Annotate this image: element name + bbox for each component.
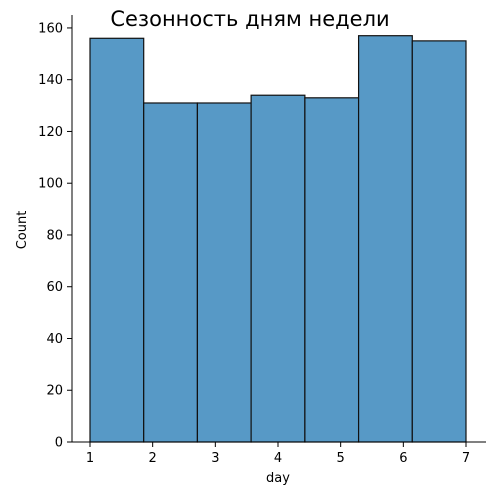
chart-title: Сезонность дням недели (110, 7, 389, 31)
x-tick-label: 5 (337, 451, 345, 466)
y-tick-label: 140 (38, 73, 63, 88)
x-tick-label: 6 (399, 451, 407, 466)
y-tick-label: 100 (38, 177, 63, 192)
y-tick-label: 120 (38, 125, 63, 140)
histogram-bar (144, 103, 198, 442)
y-ticks-group: 0 20 40 60 80 100 120 140 160 (38, 21, 72, 450)
y-tick-label: 20 (46, 384, 63, 399)
y-tick-label: 40 (46, 332, 63, 347)
histogram-bar (251, 95, 305, 442)
histogram-bar (197, 103, 251, 442)
y-tick-label: 60 (46, 280, 63, 295)
x-tick-label: 7 (462, 451, 470, 466)
x-axis-label: day (266, 471, 290, 486)
x-tick-label: 4 (274, 451, 282, 466)
bars-group (90, 36, 466, 442)
x-tick-label: 3 (211, 451, 219, 466)
histogram-bar (359, 36, 413, 442)
x-tick-label: 1 (86, 451, 94, 466)
x-ticks-group: 1 2 3 4 5 6 7 (86, 442, 470, 466)
y-axis-label: Count (15, 211, 30, 250)
histogram-bar (305, 98, 359, 442)
histogram-bar (90, 38, 144, 442)
y-tick-label: 160 (38, 21, 63, 36)
x-tick-label: 2 (149, 451, 157, 466)
histogram-bar (412, 41, 466, 442)
y-tick-label: 80 (46, 228, 63, 243)
y-tick-label: 0 (55, 436, 63, 451)
